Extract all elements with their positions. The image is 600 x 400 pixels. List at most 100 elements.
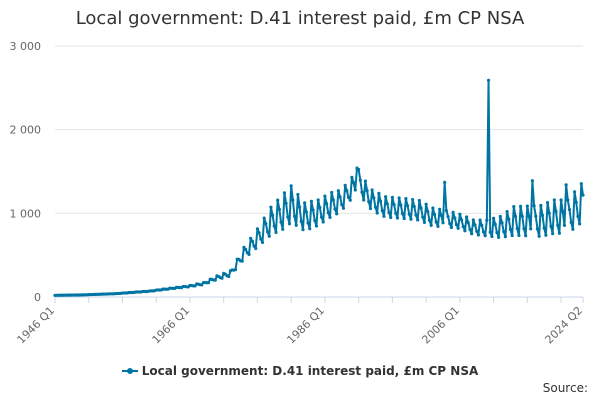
data-point[interactable] (446, 214, 450, 219)
data-point[interactable] (220, 276, 224, 280)
data-point[interactable] (346, 195, 351, 200)
data-point[interactable] (262, 216, 266, 220)
data-point[interactable] (465, 215, 469, 219)
data-point[interactable] (259, 237, 263, 241)
data-point[interactable] (377, 191, 381, 195)
data-point[interactable] (303, 201, 307, 205)
data-point[interactable] (485, 218, 489, 222)
data-point[interactable] (426, 209, 430, 214)
data-point[interactable] (271, 213, 275, 217)
data-point[interactable] (373, 205, 378, 209)
data-point[interactable] (424, 202, 428, 206)
data-point[interactable] (289, 184, 293, 188)
data-point[interactable] (539, 203, 543, 208)
data-point[interactable] (419, 206, 423, 210)
data-point[interactable] (498, 214, 502, 219)
data-point[interactable] (382, 214, 386, 218)
data-point[interactable] (537, 234, 541, 238)
data-point[interactable] (319, 215, 324, 219)
data-point[interactable] (545, 200, 550, 205)
data-point[interactable] (544, 233, 548, 237)
data-point[interactable] (471, 218, 475, 222)
data-point[interactable] (301, 227, 305, 232)
data-point[interactable] (470, 232, 474, 236)
data-point[interactable] (510, 233, 514, 238)
data-point[interactable] (505, 210, 509, 214)
data-point[interactable] (574, 200, 578, 204)
data-point[interactable] (350, 175, 354, 179)
data-point[interactable] (411, 197, 415, 202)
data-point[interactable] (367, 199, 371, 204)
data-point[interactable] (562, 223, 567, 227)
data-point[interactable] (530, 179, 534, 183)
data-point[interactable] (370, 188, 374, 192)
data-point[interactable] (561, 209, 565, 213)
data-point[interactable] (404, 197, 408, 201)
data-point[interactable] (387, 210, 391, 215)
data-point[interactable] (286, 215, 290, 219)
data-point[interactable] (569, 220, 573, 224)
data-point[interactable] (336, 189, 340, 193)
data-point[interactable] (473, 223, 477, 227)
data-point[interactable] (328, 215, 332, 219)
data-point[interactable] (400, 212, 405, 216)
data-point[interactable] (556, 223, 560, 227)
data-point[interactable] (240, 259, 244, 263)
data-point[interactable] (515, 226, 519, 231)
data-point[interactable] (264, 221, 268, 226)
data-point[interactable] (458, 212, 462, 216)
data-point[interactable] (365, 189, 369, 193)
data-point[interactable] (576, 214, 580, 218)
data-point[interactable] (380, 209, 384, 213)
data-point[interactable] (547, 211, 551, 215)
data-point[interactable] (314, 224, 319, 228)
data-point[interactable] (534, 214, 538, 218)
series-line[interactable] (54, 79, 584, 297)
data-point[interactable] (409, 217, 413, 221)
data-point[interactable] (557, 231, 561, 235)
data-point[interactable] (463, 229, 467, 233)
data-point[interactable] (330, 190, 334, 195)
data-point[interactable] (390, 195, 394, 199)
data-point[interactable] (294, 223, 298, 227)
data-point[interactable] (436, 224, 440, 228)
data-point[interactable] (304, 210, 308, 214)
data-point[interactable] (384, 195, 388, 199)
data-point[interactable] (493, 222, 497, 226)
data-point[interactable] (269, 205, 273, 209)
data-point[interactable] (535, 227, 540, 231)
data-point[interactable] (567, 207, 572, 212)
data-point[interactable] (508, 227, 513, 232)
data-point[interactable] (527, 214, 531, 218)
data-point[interactable] (448, 221, 452, 226)
data-point[interactable] (407, 212, 411, 216)
data-point[interactable] (417, 198, 421, 203)
data-point[interactable] (206, 281, 211, 285)
data-point[interactable] (276, 198, 280, 202)
data-point[interactable] (466, 221, 470, 225)
data-point[interactable] (449, 225, 454, 230)
data-point[interactable] (353, 188, 357, 192)
data-point[interactable] (517, 233, 521, 238)
data-point[interactable] (461, 224, 465, 229)
data-point[interactable] (522, 227, 526, 231)
data-point[interactable] (520, 214, 524, 218)
data-point[interactable] (348, 198, 352, 202)
data-point[interactable] (429, 223, 433, 227)
data-point[interactable] (291, 198, 295, 202)
data-point[interactable] (358, 178, 362, 182)
data-point[interactable] (454, 222, 459, 227)
data-point[interactable] (488, 230, 492, 234)
data-point[interactable] (357, 167, 361, 172)
data-point[interactable] (572, 190, 577, 194)
data-point[interactable] (475, 229, 479, 233)
data-point[interactable] (554, 209, 558, 213)
data-point[interactable] (486, 78, 491, 82)
data-point[interactable] (579, 182, 583, 186)
data-point[interactable] (438, 207, 442, 211)
data-point[interactable] (287, 222, 292, 226)
data-point[interactable] (363, 179, 367, 183)
data-point[interactable] (491, 216, 496, 220)
data-point[interactable] (277, 207, 281, 212)
data-point[interactable] (500, 221, 504, 225)
